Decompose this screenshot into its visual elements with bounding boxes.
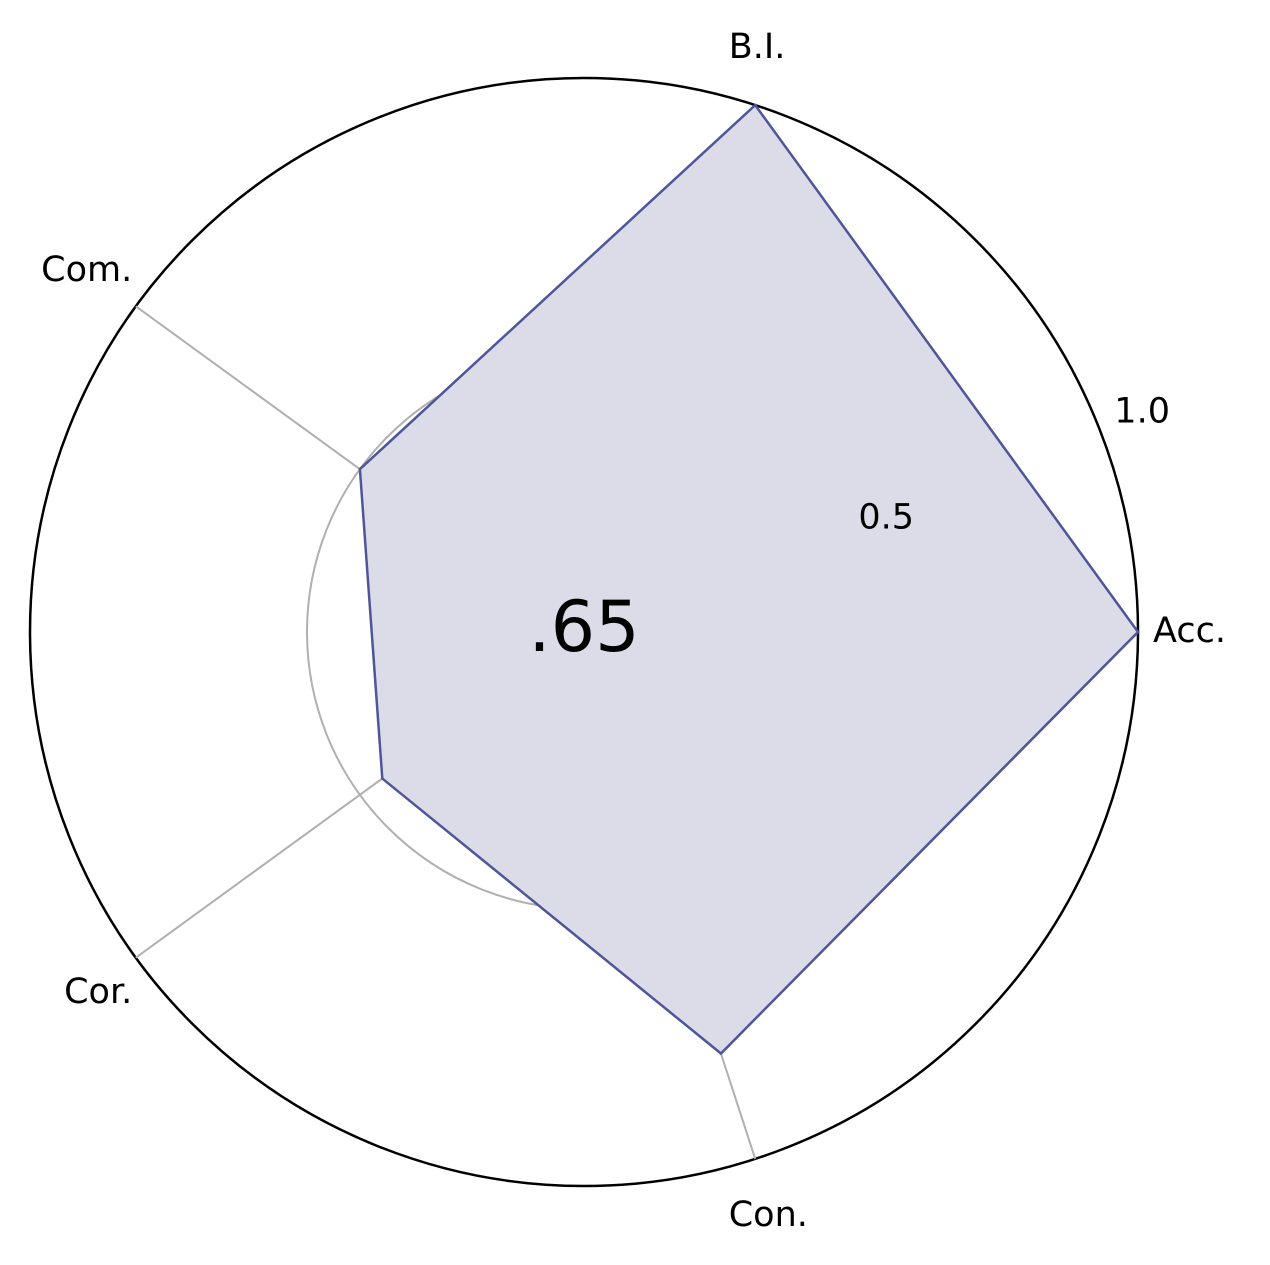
axis-label-cor: Cor.	[64, 972, 132, 1012]
radial-tick-labels: 0.5 1.0	[858, 391, 1170, 537]
axis-label-bi: B.I.	[729, 27, 786, 67]
r-tick-label: 1.0	[1114, 391, 1170, 431]
center-score-label: .65	[528, 586, 639, 668]
axis-label-con: Con.	[729, 1195, 808, 1235]
axis-label-acc: Acc.	[1153, 611, 1226, 651]
axis-label-com: Com.	[41, 250, 132, 290]
series-area	[358, 103, 1140, 1056]
axis-labels: Acc. B.I. Com. Cor. Con.	[41, 27, 1226, 1235]
r-tick-label: 0.5	[858, 497, 914, 537]
